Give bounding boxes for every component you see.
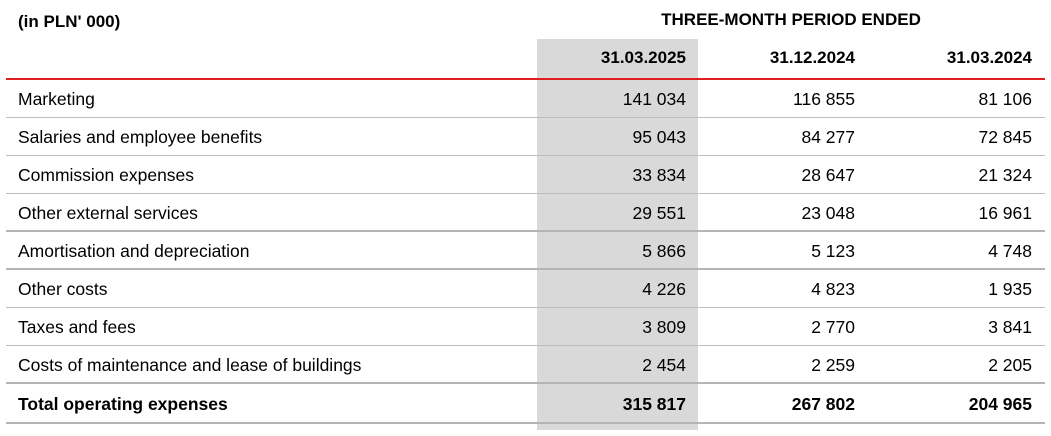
row-value-1: 5 866 <box>642 241 686 261</box>
row-value-3: 81 106 <box>978 89 1032 109</box>
header-divider <box>6 78 1045 80</box>
row-value-2: 23 048 <box>801 203 855 223</box>
row-value-2: 4 823 <box>811 279 855 299</box>
row-label: Amortisation and depreciation <box>18 241 250 261</box>
table-row: Amortisation and depreciation 5 866 5 12… <box>6 232 1045 270</box>
table-row: Commission expenses 33 834 28 647 21 324 <box>6 156 1045 194</box>
row-value-2: 2 770 <box>811 317 855 337</box>
row-value-3: 1 935 <box>988 279 1032 299</box>
row-label: Marketing <box>18 89 95 109</box>
table-row: Other external services 29 551 23 048 16… <box>6 194 1045 232</box>
row-value-2: 84 277 <box>801 127 855 147</box>
table-row: Other costs 4 226 4 823 1 935 <box>6 270 1045 308</box>
row-value-2: 28 647 <box>801 165 855 185</box>
table-row: Salaries and employee benefits 95 043 84… <box>6 118 1045 156</box>
row-value-1: 2 454 <box>642 355 686 375</box>
row-value-1: 95 043 <box>632 127 686 147</box>
row-value-2: 116 855 <box>793 89 855 109</box>
column-header-2: 31.12.2024 <box>769 48 855 67</box>
total-value-2: 267 802 <box>791 394 855 414</box>
row-label: Other costs <box>18 279 108 299</box>
row-value-3: 2 205 <box>988 355 1032 375</box>
row-value-1: 3 809 <box>642 317 686 337</box>
row-label: Salaries and employee benefits <box>18 127 263 147</box>
row-value-3: 72 845 <box>978 127 1032 147</box>
table-row: Costs of maintenance and lease of buildi… <box>6 346 1045 384</box>
total-value-1: 315 817 <box>622 394 686 414</box>
total-value-3: 204 965 <box>968 394 1032 414</box>
column-header-3: 31.03.2024 <box>946 48 1032 67</box>
total-row: Total operating expenses 315 817 267 802… <box>6 384 1045 424</box>
period-header: THREE-MONTH PERIOD ENDED <box>661 10 921 29</box>
table-row: Marketing 141 034 116 855 81 106 <box>6 80 1045 118</box>
row-value-2: 5 123 <box>811 241 855 261</box>
row-value-3: 16 961 <box>978 203 1032 223</box>
row-value-1: 33 834 <box>632 165 686 185</box>
row-value-1: 4 226 <box>642 279 686 299</box>
row-value-2: 2 259 <box>811 355 855 375</box>
table-row: Taxes and fees 3 809 2 770 3 841 <box>6 308 1045 346</box>
total-label: Total operating expenses <box>18 394 228 414</box>
expenses-table: Marketing 141 034 116 855 81 106 Salarie… <box>6 80 1045 424</box>
row-value-1: 29 551 <box>632 203 686 223</box>
row-label: Other external services <box>18 203 198 223</box>
row-value-1: 141 034 <box>622 89 686 109</box>
highlight-column <box>537 39 698 430</box>
unit-label: (in PLN' 000) <box>18 12 121 31</box>
row-label: Taxes and fees <box>18 317 136 337</box>
row-value-3: 21 324 <box>978 165 1032 185</box>
row-value-3: 3 841 <box>988 317 1032 337</box>
row-label: Costs of maintenance and lease of buildi… <box>18 355 362 375</box>
row-label: Commission expenses <box>18 165 195 185</box>
column-header-1: 31.03.2025 <box>600 48 686 67</box>
row-value-3: 4 748 <box>988 241 1032 261</box>
